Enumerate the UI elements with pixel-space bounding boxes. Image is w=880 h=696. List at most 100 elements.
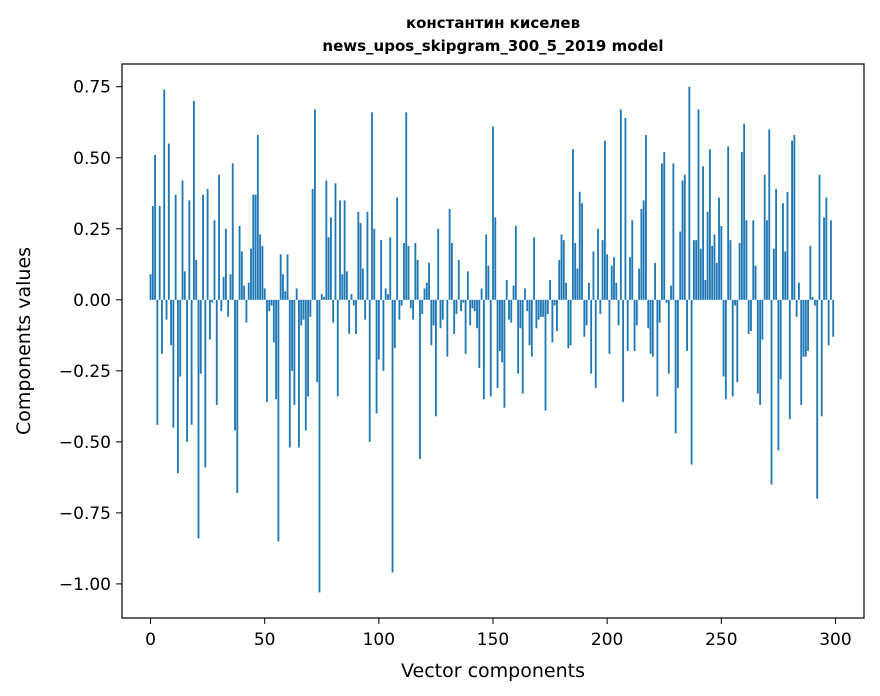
bar [441, 299, 444, 320]
bar [298, 299, 300, 448]
bar [323, 296, 325, 300]
bar [711, 245, 714, 300]
bar [247, 282, 250, 300]
bar [699, 248, 702, 300]
bar [631, 220, 634, 300]
bar [320, 294, 323, 300]
bar [464, 299, 467, 354]
bar [489, 299, 492, 397]
bar [560, 234, 563, 300]
bar [565, 282, 567, 300]
bar [667, 299, 670, 374]
bar [537, 299, 540, 320]
bar [708, 149, 711, 300]
bar [314, 109, 316, 300]
bar [793, 135, 796, 300]
bar [332, 299, 335, 323]
bar [702, 166, 704, 300]
bar [446, 299, 449, 357]
bar [759, 299, 762, 405]
bar [341, 274, 344, 300]
bar [476, 299, 478, 329]
bar [599, 299, 602, 315]
bar [508, 299, 510, 320]
y-tick-label: 0.75 [73, 78, 111, 98]
bar [382, 299, 385, 371]
bar [645, 135, 647, 300]
bar [697, 109, 700, 300]
chart-subtitle: news_upos_skipgram_300_5_2019 model [322, 37, 663, 55]
bar [282, 274, 284, 300]
bar [357, 211, 360, 300]
bar [638, 268, 641, 300]
bar [503, 299, 506, 408]
bar [416, 260, 419, 300]
bar [738, 242, 741, 300]
bar [829, 220, 832, 300]
y-axis: 0.75 0.50 0.25 0.00 −0.25 −0.50 −0.75 −1.00 [59, 78, 122, 595]
bar [272, 299, 275, 343]
bar [606, 254, 609, 300]
bar [590, 299, 593, 374]
bar [165, 299, 168, 320]
bar [823, 217, 825, 300]
bar [462, 299, 465, 303]
bar [492, 126, 494, 300]
bar [768, 129, 771, 300]
bar [656, 299, 659, 397]
bar [179, 299, 182, 377]
bar [345, 271, 348, 300]
bar [610, 265, 613, 300]
bar [229, 274, 232, 300]
bar [311, 189, 314, 300]
bar [665, 299, 668, 303]
bar [498, 299, 501, 351]
bar [211, 299, 214, 303]
bar [558, 260, 561, 300]
bar [412, 299, 415, 320]
bar [480, 288, 483, 300]
bar [343, 200, 346, 300]
bar [428, 262, 430, 300]
bar [626, 299, 629, 351]
bar [471, 299, 474, 309]
bar [681, 180, 684, 300]
bar [371, 112, 373, 300]
bar [693, 240, 695, 300]
bar [478, 299, 481, 368]
bar [567, 299, 570, 349]
y-tick-label: 0.00 [73, 291, 111, 311]
bar [473, 299, 476, 312]
bar [736, 299, 739, 383]
bar [254, 194, 257, 300]
bar [494, 217, 497, 300]
bar [398, 299, 401, 320]
bar [375, 299, 378, 414]
bar [295, 288, 298, 300]
bar [329, 217, 332, 300]
bar [302, 299, 305, 320]
x-tick-label: 200 [591, 630, 623, 650]
bar [546, 299, 549, 315]
bar [423, 288, 426, 300]
bar [576, 268, 579, 300]
bar [284, 291, 287, 300]
bar [469, 299, 472, 326]
bar [791, 140, 793, 300]
bar [530, 299, 533, 357]
bar [275, 299, 278, 400]
bar [421, 299, 424, 315]
bar [455, 299, 458, 315]
bar [279, 254, 282, 300]
bar [574, 242, 577, 300]
bar [268, 299, 271, 312]
bar [170, 299, 172, 346]
bar [304, 299, 307, 431]
bar [261, 245, 264, 300]
bar [786, 191, 789, 300]
bar [743, 123, 746, 300]
bar [587, 282, 590, 300]
bar [327, 237, 330, 300]
bar [713, 234, 716, 300]
